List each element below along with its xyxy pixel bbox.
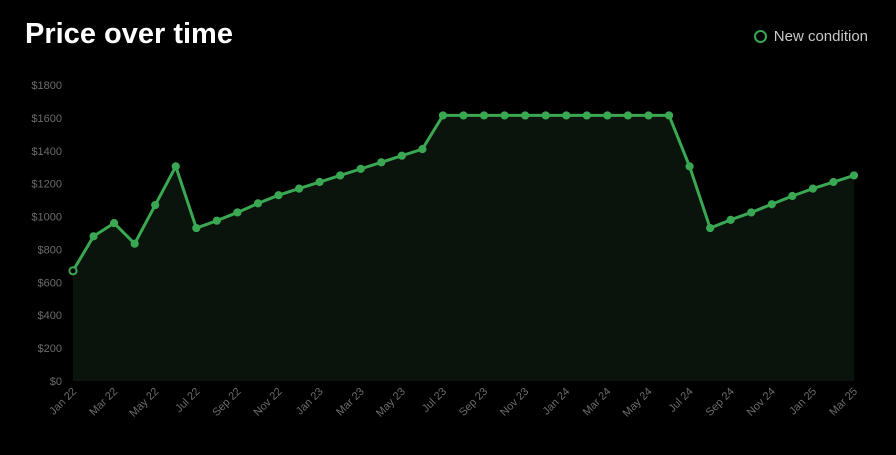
data-point[interactable]	[171, 162, 180, 171]
x-tick-label: Sep 22	[210, 386, 243, 419]
data-point[interactable]	[438, 111, 448, 120]
y-tick-label: $800	[38, 244, 62, 256]
data-point[interactable]	[726, 215, 735, 224]
data-point[interactable]	[130, 239, 139, 248]
x-tick-label: Nov 22	[252, 386, 285, 419]
y-tick-label: $1200	[31, 179, 62, 191]
data-point[interactable]	[664, 111, 674, 120]
x-tick-label: Jul 23	[420, 386, 449, 415]
x-tick-label: Jan 25	[787, 386, 819, 418]
data-point[interactable]	[89, 232, 98, 241]
legend-item-new-condition[interactable]: New condition	[753, 28, 868, 45]
legend-marker-icon	[753, 30, 767, 43]
data-point[interactable]	[808, 184, 817, 193]
data-point[interactable]	[233, 208, 242, 217]
data-point[interactable]	[356, 164, 365, 173]
data-point[interactable]	[644, 111, 653, 120]
data-point[interactable]	[829, 177, 838, 187]
data-point[interactable]	[212, 216, 221, 225]
data-point[interactable]	[192, 223, 201, 233]
legend-label: New condition	[773, 28, 868, 45]
data-point[interactable]	[274, 191, 283, 200]
x-tick-label: Mar 24	[581, 386, 614, 419]
data-point[interactable]	[767, 200, 776, 209]
data-point[interactable]	[418, 145, 427, 154]
data-point[interactable]	[685, 162, 694, 171]
x-tick-label: Mar 23	[334, 386, 367, 419]
data-point[interactable]	[603, 111, 612, 120]
x-tick-label: Sep 23	[457, 386, 490, 419]
data-point[interactable]	[521, 111, 530, 120]
chart-title: Price over time	[25, 18, 233, 50]
data-point[interactable]	[377, 158, 386, 167]
x-tick-label: Nov 23	[498, 386, 531, 419]
data-point[interactable]	[747, 208, 756, 217]
x-tick-label: Sep 24	[704, 386, 737, 419]
y-tick-label: $0	[50, 376, 62, 388]
data-point[interactable]	[500, 111, 509, 120]
data-point[interactable]	[849, 171, 859, 180]
y-tick-label: $1000	[31, 212, 62, 224]
x-tick-label: Jan 23	[294, 386, 326, 418]
y-tick-label: $1800	[31, 80, 62, 92]
data-point[interactable]	[294, 184, 304, 193]
x-tick-label: May 24	[621, 386, 655, 420]
x-tick-label: Mar 25	[827, 386, 860, 419]
data-point[interactable]	[253, 199, 263, 208]
x-tick-label: Jan 24	[541, 386, 573, 418]
data-point[interactable]	[562, 111, 571, 120]
data-point[interactable]	[459, 111, 468, 120]
y-tick-label: $1400	[31, 146, 62, 158]
data-point[interactable]	[151, 200, 160, 210]
data-point[interactable]	[68, 266, 78, 276]
x-tick-label: Jul 22	[173, 386, 202, 415]
data-point[interactable]	[110, 219, 119, 228]
data-point[interactable]	[788, 191, 797, 201]
x-tick-label: Jan 22	[47, 386, 79, 418]
x-tick-label: May 23	[374, 386, 408, 420]
y-tick-label: $600	[38, 277, 62, 289]
data-point[interactable]	[623, 111, 633, 120]
y-tick-label: $400	[38, 310, 62, 322]
data-point[interactable]	[706, 223, 715, 233]
y-tick-label: $200	[38, 343, 62, 355]
data-point[interactable]	[582, 111, 591, 120]
data-point[interactable]	[315, 177, 324, 187]
data-point[interactable]	[397, 151, 406, 160]
data-point[interactable]	[479, 111, 489, 120]
x-tick-label: Jul 24	[666, 386, 695, 415]
x-tick-label: May 22	[127, 386, 161, 420]
data-point[interactable]	[541, 111, 550, 120]
data-point[interactable]	[336, 171, 345, 180]
x-tick-label: Mar 22	[88, 386, 121, 419]
y-tick-label: $1600	[31, 113, 62, 125]
series-area	[73, 115, 854, 381]
x-tick-label: Nov 24	[745, 386, 778, 419]
